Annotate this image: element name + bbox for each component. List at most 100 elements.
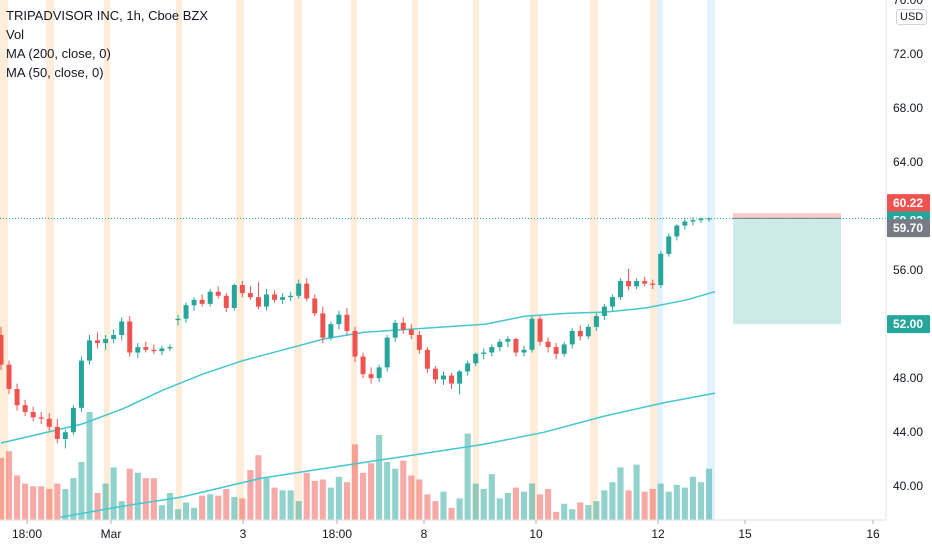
candle bbox=[328, 321, 334, 341]
candle-body bbox=[143, 347, 149, 350]
volume-bar bbox=[110, 467, 117, 520]
candle bbox=[609, 294, 615, 311]
currency-badge[interactable]: USD bbox=[896, 9, 928, 25]
volume-bar bbox=[593, 501, 600, 520]
candle-body bbox=[272, 294, 278, 300]
candle bbox=[650, 279, 656, 290]
volume-bar bbox=[239, 498, 246, 520]
candle bbox=[175, 314, 181, 326]
volume-bar bbox=[158, 505, 165, 520]
candle bbox=[223, 293, 229, 312]
candle bbox=[642, 276, 648, 287]
volume-bar bbox=[142, 478, 149, 520]
candle-body bbox=[183, 305, 189, 319]
candle bbox=[497, 339, 503, 352]
candle-body bbox=[481, 352, 487, 354]
volume-bar bbox=[368, 463, 375, 520]
volume-bar bbox=[351, 444, 359, 520]
candle bbox=[545, 337, 551, 353]
price-label: 60.22 bbox=[887, 194, 930, 213]
price-tick-label: 56.00 bbox=[893, 263, 923, 277]
candle-body bbox=[239, 284, 245, 294]
candle-body bbox=[78, 360, 84, 408]
volume-bar bbox=[456, 498, 463, 520]
candle bbox=[62, 429, 68, 449]
candle-body bbox=[30, 411, 36, 418]
candle bbox=[119, 317, 125, 341]
candle bbox=[143, 341, 149, 353]
candle bbox=[288, 291, 294, 302]
volume-bar bbox=[70, 478, 77, 520]
price-label-text: 52.00 bbox=[893, 317, 923, 331]
price-axis[interactable]: 40.00 44.00 48.00 52.00 56.00 64.00 68.00 72.00… bbox=[893, 0, 923, 493]
candle-body bbox=[432, 368, 438, 380]
volume-bar bbox=[408, 475, 415, 520]
candle bbox=[537, 316, 543, 346]
candle bbox=[465, 360, 471, 376]
candle-body bbox=[288, 295, 294, 298]
candle bbox=[6, 360, 12, 395]
price-label: 59.70 bbox=[887, 219, 930, 238]
candle-body bbox=[320, 313, 326, 338]
candle-body bbox=[682, 221, 688, 226]
candle bbox=[424, 347, 430, 373]
candle-body bbox=[376, 367, 382, 379]
volume-bar bbox=[327, 487, 334, 520]
candle bbox=[521, 345, 527, 357]
short-position-tool[interactable] bbox=[733, 213, 841, 325]
symbol-title[interactable]: TRIPADVISOR INC, 1h, Cboe BZX bbox=[6, 8, 209, 23]
candle-body bbox=[650, 283, 656, 285]
candle bbox=[690, 217, 696, 226]
volume-bar bbox=[335, 476, 342, 520]
candle-body bbox=[561, 344, 567, 354]
volume-bar bbox=[271, 487, 278, 520]
price-label-bg bbox=[887, 315, 930, 334]
candle bbox=[400, 317, 406, 334]
candle bbox=[183, 302, 189, 323]
volume-bar bbox=[432, 501, 439, 520]
volume-bar bbox=[174, 509, 182, 520]
candle bbox=[352, 326, 358, 362]
volume-indicator-label[interactable]: Vol bbox=[6, 27, 25, 42]
candle-body bbox=[312, 298, 318, 314]
volume-bar bbox=[191, 507, 198, 520]
candle bbox=[658, 251, 664, 288]
volume-bar bbox=[311, 480, 318, 520]
candle-body bbox=[577, 330, 583, 337]
session-band bbox=[351, 0, 357, 520]
session-band bbox=[650, 0, 658, 520]
candle bbox=[392, 320, 398, 342]
ma50-indicator-label[interactable]: MA (50, close, 0) bbox=[6, 65, 104, 80]
candle-body bbox=[618, 280, 623, 298]
candle-body bbox=[449, 375, 455, 384]
volume-bar bbox=[199, 495, 206, 520]
volume-bar bbox=[247, 470, 254, 520]
volume-bar bbox=[343, 482, 351, 520]
candle bbox=[304, 278, 310, 302]
candle-body bbox=[489, 347, 495, 353]
time-tick-label: 18:00 bbox=[12, 527, 42, 541]
candle-body bbox=[103, 339, 109, 344]
candle-body bbox=[215, 291, 221, 296]
candle-body bbox=[95, 340, 101, 344]
candle bbox=[449, 372, 455, 389]
candle bbox=[191, 297, 197, 311]
candle-body bbox=[344, 314, 350, 331]
candle bbox=[336, 310, 342, 330]
ma200-indicator-label[interactable]: MA (200, close, 0) bbox=[6, 46, 111, 61]
candle-body bbox=[424, 349, 430, 369]
time-tick-label: 15 bbox=[738, 527, 752, 541]
time-axis[interactable]: 18:00 Mar 3 18:00 8 10 12 15 16 bbox=[12, 520, 880, 541]
candle-body bbox=[223, 295, 229, 308]
candle bbox=[513, 337, 519, 357]
candle-body bbox=[296, 283, 302, 296]
volume-bar bbox=[545, 488, 552, 520]
volume-bar bbox=[295, 501, 302, 520]
candle bbox=[46, 413, 52, 431]
candle-body bbox=[521, 349, 527, 353]
volume-bar bbox=[207, 494, 214, 520]
volume-bar bbox=[392, 468, 399, 520]
candle bbox=[207, 289, 213, 307]
price-label-bg bbox=[887, 194, 930, 213]
